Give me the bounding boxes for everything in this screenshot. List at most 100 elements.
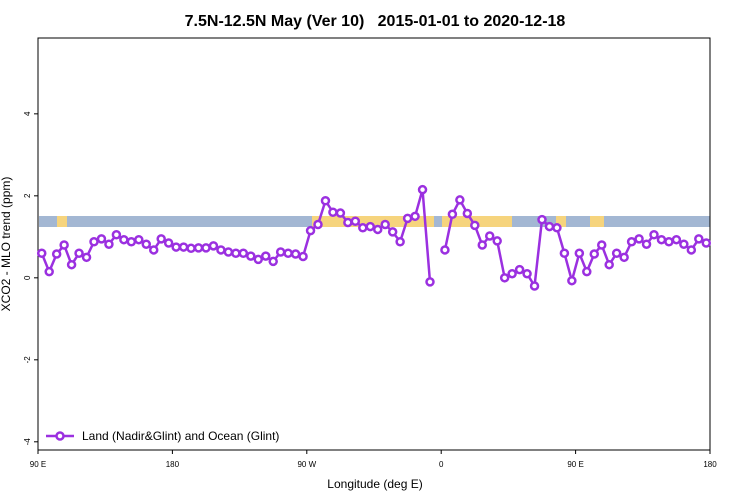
y-tick-label: -4 xyxy=(23,438,32,446)
point xyxy=(499,273,510,283)
point xyxy=(671,234,682,245)
point xyxy=(268,256,278,267)
point xyxy=(372,224,383,235)
y-tick-label: 0 xyxy=(23,275,32,280)
point xyxy=(216,245,226,255)
point xyxy=(178,242,189,252)
point xyxy=(440,245,450,255)
point xyxy=(298,251,308,262)
chart-title: 7.5N-12.5N May (Ver 10) 2015-01-01 to 20… xyxy=(185,13,566,30)
point xyxy=(89,236,99,247)
x-axis-label: Longitude (deg E) xyxy=(327,477,422,491)
point xyxy=(119,234,129,245)
point xyxy=(36,248,47,258)
point xyxy=(484,231,495,241)
point xyxy=(462,208,473,219)
legend-marker xyxy=(55,431,65,441)
point xyxy=(134,234,144,245)
point xyxy=(193,243,204,253)
point xyxy=(567,275,577,286)
point xyxy=(492,236,502,246)
point xyxy=(417,184,428,195)
point xyxy=(664,236,674,247)
point xyxy=(358,223,368,233)
point xyxy=(694,234,704,244)
point xyxy=(552,223,562,233)
point xyxy=(380,219,390,230)
x-tick-label: 180 xyxy=(166,460,180,469)
point xyxy=(634,234,644,244)
point xyxy=(275,247,286,257)
point xyxy=(148,245,159,255)
point xyxy=(231,248,241,258)
point xyxy=(582,266,592,277)
point xyxy=(328,207,338,217)
point xyxy=(238,248,249,258)
point xyxy=(313,219,323,230)
x-tick-label: 90 E xyxy=(567,460,583,469)
point xyxy=(522,268,532,279)
point xyxy=(104,239,114,249)
point xyxy=(96,234,107,244)
point xyxy=(641,239,652,249)
point xyxy=(208,241,219,251)
point xyxy=(679,239,689,249)
point xyxy=(171,242,181,252)
point xyxy=(51,249,62,259)
point xyxy=(395,236,405,247)
point xyxy=(283,248,293,258)
point xyxy=(305,225,316,236)
point xyxy=(163,238,174,248)
point xyxy=(387,227,398,237)
point xyxy=(626,236,637,247)
point xyxy=(455,195,465,205)
point xyxy=(186,243,196,254)
point xyxy=(141,239,152,249)
point xyxy=(686,245,697,255)
point xyxy=(611,248,622,258)
point xyxy=(619,252,629,263)
x-tick-label: 90 W xyxy=(297,460,316,469)
point xyxy=(447,209,458,220)
y-tick-label: -2 xyxy=(23,356,32,364)
x-tick-label: 180 xyxy=(703,460,717,469)
point xyxy=(477,240,488,250)
point xyxy=(290,249,301,259)
x-tick-label: 90 E xyxy=(30,460,46,469)
point xyxy=(66,259,77,270)
point xyxy=(537,214,547,225)
point xyxy=(589,249,600,259)
y-tick-label: 4 xyxy=(23,111,32,116)
point xyxy=(604,259,614,270)
point xyxy=(320,196,331,206)
y-tick-label: 2 xyxy=(23,193,32,198)
y-axis-label: XCO2 - MLO trend (ppm) xyxy=(0,177,13,312)
x-tick-label: 0 xyxy=(439,460,444,469)
point xyxy=(596,240,607,250)
point xyxy=(44,266,54,277)
point xyxy=(529,281,540,291)
point xyxy=(246,251,256,261)
point xyxy=(701,238,712,248)
point xyxy=(223,247,234,257)
point xyxy=(507,268,517,279)
point xyxy=(410,211,420,222)
point xyxy=(74,248,84,258)
point xyxy=(81,252,92,263)
point xyxy=(111,230,122,240)
point xyxy=(574,248,585,258)
legend-label: Land (Nadir&Glint) and Ocean (Glint) xyxy=(82,429,279,443)
point xyxy=(201,243,211,253)
point xyxy=(350,216,361,226)
point xyxy=(253,254,264,265)
point xyxy=(544,221,555,232)
point xyxy=(656,234,667,245)
point xyxy=(335,208,346,218)
point xyxy=(365,221,376,232)
point xyxy=(514,264,525,275)
point xyxy=(559,248,570,258)
point xyxy=(59,240,69,250)
point xyxy=(156,234,166,244)
